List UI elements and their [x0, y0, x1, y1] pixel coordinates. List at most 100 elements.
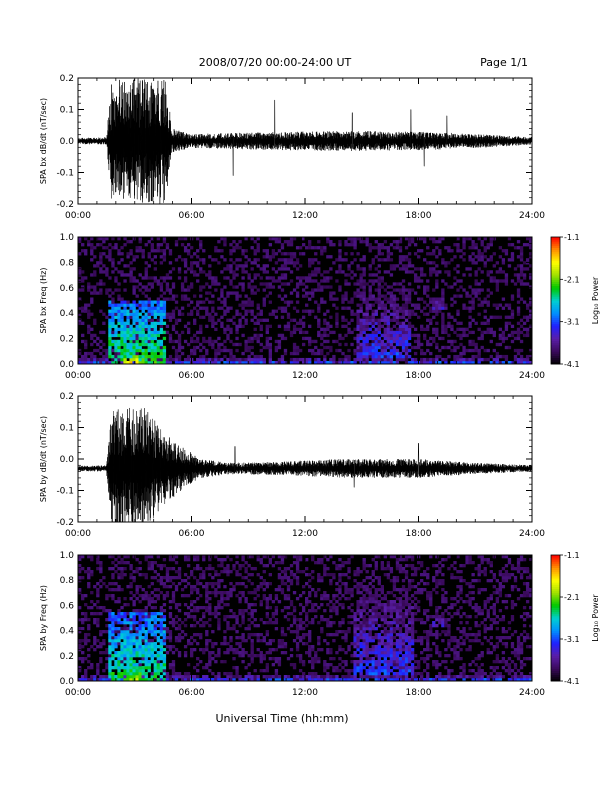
spectrogram-cell [320, 627, 324, 631]
spectrogram-cell [99, 291, 103, 295]
spectrogram-cell [416, 279, 421, 283]
spectrogram-cell [305, 600, 309, 604]
spectrogram-cell [156, 282, 161, 286]
spectrogram-cell [193, 648, 197, 652]
spectrogram-cell [141, 354, 145, 359]
spectrogram-cell [356, 336, 360, 341]
spectrogram-cell [308, 276, 312, 280]
spectrogram-cell [271, 639, 276, 643]
spectrogram-cell [435, 357, 439, 362]
spectrogram-cell [332, 633, 336, 637]
spectrogram-cell [117, 294, 121, 298]
spectrogram-cell [211, 339, 215, 344]
spectrogram-cell [292, 342, 297, 347]
spectrogram-cell [353, 360, 357, 365]
spectrogram-cell [356, 279, 360, 283]
spectrogram-cell [253, 258, 257, 262]
spectrogram-cell [220, 237, 224, 241]
spectrogram-cell [174, 627, 179, 631]
spectrogram-cell [338, 621, 342, 625]
spectrogram-cell [274, 240, 279, 244]
spectrogram-cell [528, 237, 533, 241]
spectrogram-cell [114, 630, 118, 634]
spectrogram-cell [353, 678, 357, 682]
spectrogram-cell [186, 252, 191, 256]
spectrogram-cell [256, 555, 260, 559]
spectrogram-cell [174, 672, 179, 676]
spectrogram-cell [335, 318, 339, 322]
spectrogram-cell [362, 579, 366, 583]
spectrogram-cell [280, 570, 285, 574]
spectrogram-cell [159, 591, 164, 595]
spectrogram-cell [277, 585, 282, 589]
spectrogram-cell [413, 306, 418, 310]
spectrogram-cell [259, 633, 263, 637]
spectrogram-cell [132, 336, 136, 341]
spectrogram-cell [350, 309, 354, 313]
spectrogram-cell [156, 321, 161, 325]
spectrogram-cell [401, 342, 406, 347]
spectrogram-cell [298, 330, 303, 335]
spectrogram-cell [311, 609, 315, 613]
spectrogram-cell [90, 327, 94, 332]
spectrogram-cell [126, 555, 130, 559]
spectrogram-cell [386, 252, 391, 256]
spectrogram-cell [156, 339, 161, 344]
spectrogram-cell [150, 333, 154, 338]
spectrogram-cell [286, 597, 291, 601]
spectrogram-cell [81, 651, 85, 655]
spectrogram-cell [177, 339, 182, 344]
spectrogram-cell [435, 330, 439, 335]
spectrogram-cell [117, 555, 121, 559]
spectrogram-cell [286, 282, 291, 286]
spectrogram-cell [432, 330, 436, 335]
spectrogram-cell [528, 312, 533, 316]
spectrogram-cell [229, 645, 233, 649]
spectrogram-cell [132, 300, 136, 304]
spectrogram-cell [516, 312, 521, 316]
spectrogram-cell [150, 612, 154, 616]
spectrogram-cell [311, 666, 315, 670]
spectrogram-cell [368, 306, 372, 310]
spectrogram-cell [229, 243, 233, 247]
spectrogram-cell [350, 669, 354, 673]
spectrogram-cell [329, 294, 333, 298]
spectrogram-cell [168, 663, 173, 667]
spectrogram-cell [268, 678, 273, 682]
spectrogram-cell [413, 276, 418, 280]
colorbar-swatch [551, 245, 560, 248]
spectrogram-cell [280, 588, 285, 592]
spectrogram-cell [108, 258, 112, 262]
spectrogram-cell [205, 348, 209, 353]
spectrogram-cell [223, 678, 227, 682]
spectrogram-cell [123, 279, 127, 283]
spectrogram-cell [256, 258, 260, 262]
spectrogram-cell [156, 666, 161, 670]
spectrogram-cell [144, 336, 148, 341]
spectrogram-cell [404, 354, 409, 359]
spectrogram-cell [199, 330, 203, 335]
spectrogram-cell [468, 309, 472, 313]
spectrogram-cell [108, 663, 112, 667]
spectrogram-cell [468, 360, 472, 365]
spectrogram-cell [123, 597, 127, 601]
spectrogram-cell [132, 633, 136, 637]
spectrogram-cell [259, 561, 263, 565]
spectrogram-cell [111, 297, 115, 301]
spectrogram-cell [265, 603, 269, 607]
colorbar-tick-label: -2.1 [564, 275, 580, 284]
spectrogram-cell [453, 294, 457, 298]
spectrogram-cell [132, 648, 136, 652]
spectrogram-cell [126, 333, 130, 338]
spectrogram-cell [99, 330, 103, 335]
spectrogram-cell [177, 576, 182, 580]
spectrogram-cell [226, 306, 230, 310]
spectrogram-cell [165, 246, 170, 250]
spectrogram-cell [320, 675, 324, 679]
spectrogram-cell [510, 297, 515, 301]
spectrogram-cell [120, 357, 124, 362]
spectrogram-cell [162, 672, 167, 676]
spectrogram-cell [186, 564, 191, 568]
spectrogram-cell [359, 603, 363, 607]
